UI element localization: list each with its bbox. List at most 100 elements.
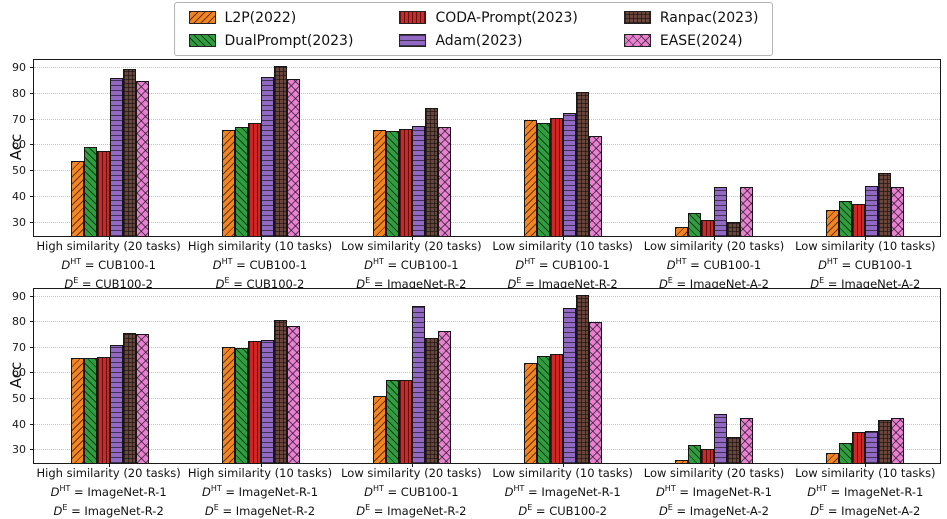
- y-tick-label: 50: [12, 164, 26, 178]
- x-tick-mark: [713, 236, 715, 240]
- bar: [838, 442, 852, 463]
- legend-item-l2p: L2P(2022): [188, 8, 354, 27]
- legend-item-dualprompt: DualPrompt(2023): [188, 31, 354, 50]
- bar: [549, 118, 563, 236]
- y-tick-label: 30: [12, 443, 26, 457]
- bar: [549, 354, 563, 463]
- legend-column-2: CODA-Prompt(2023) Adam(2023): [399, 8, 578, 50]
- legend-item-ease: EASE(2024): [623, 31, 759, 50]
- x-category-label: Low similarity (20 tasks) DHT = CUB100-1 D…: [336, 239, 487, 292]
- y-tick-mark: [30, 321, 34, 323]
- bar: [398, 379, 412, 463]
- bar: [726, 437, 740, 463]
- bar: [687, 445, 701, 463]
- x-axis-labels-top: High similarity (20 tasks) DHT = CUB100-1…: [33, 239, 941, 292]
- y-tick-label: 80: [12, 86, 26, 100]
- condition-label: Low similarity (10 tasks): [795, 239, 936, 253]
- bar: [575, 295, 589, 463]
- bar: [286, 326, 300, 463]
- gridline: [34, 449, 940, 451]
- y-tick-mark: [30, 346, 34, 348]
- y-tick-label: 90: [12, 60, 26, 74]
- x-tick-mark: [109, 236, 111, 240]
- bar: [83, 146, 97, 236]
- x-category-label: Low similarity (20 tasks) DHT = CUB100-1 D…: [336, 466, 487, 519]
- bar: [398, 128, 412, 236]
- bar-group: [336, 60, 487, 236]
- bar-group: [336, 289, 487, 463]
- bar: [260, 76, 274, 236]
- gridline: [34, 118, 940, 120]
- y-tick-mark: [30, 398, 34, 400]
- bar: [122, 332, 136, 463]
- legend-label: DualPrompt(2023): [224, 32, 354, 49]
- bar-groups: [34, 60, 940, 236]
- bar: [83, 358, 97, 463]
- bar: [122, 69, 136, 236]
- condition-label: High similarity (20 tasks): [36, 239, 181, 253]
- bar-group: [487, 289, 638, 463]
- bar-group: [34, 289, 185, 463]
- gridline: [34, 170, 940, 172]
- bar: [70, 160, 84, 236]
- x-category-label: Low similarity (10 tasks) DHT = CUB100-1 D…: [487, 239, 638, 292]
- gridline: [34, 92, 940, 94]
- bar: [234, 347, 248, 463]
- bar: [437, 331, 451, 463]
- x-category-label: Low similarity (20 tasks) DHT = CUB100-1 D…: [638, 239, 789, 292]
- bar: [700, 220, 714, 236]
- gridline: [34, 66, 940, 68]
- bar: [286, 79, 300, 236]
- x-tick-mark: [864, 236, 866, 240]
- x-tick-mark: [713, 463, 715, 467]
- legend-label: Adam(2023): [435, 32, 523, 49]
- condition-label: Low similarity (20 tasks): [643, 466, 785, 480]
- bar: [247, 123, 261, 236]
- y-tick-mark: [30, 196, 34, 198]
- bar: [273, 66, 287, 236]
- bar: [825, 452, 839, 463]
- x-tick-mark: [411, 463, 413, 467]
- de-dataset-label: DE = ImageNet-R-2: [356, 275, 467, 291]
- bar: [838, 201, 852, 236]
- condition-label: Low similarity (20 tasks): [341, 239, 482, 253]
- condition-label: Low similarity (10 tasks): [795, 466, 936, 480]
- dht-dataset-label: DHT = ImageNet-R-1: [504, 484, 621, 499]
- legend-label: Ranpac(2023): [659, 9, 759, 26]
- legend-item-ranpac: Ranpac(2023): [623, 8, 759, 27]
- bar-group: [638, 60, 789, 236]
- y-tick-mark: [30, 170, 34, 172]
- y-tick-mark: [30, 423, 34, 425]
- y-tick-label: 90: [12, 289, 26, 303]
- condition-label: High similarity (10 tasks): [187, 239, 333, 253]
- x-tick-mark: [260, 236, 262, 240]
- bar-group: [185, 289, 336, 463]
- bar: [385, 131, 399, 236]
- gridline: [34, 144, 940, 146]
- plot-area-top: 30 40 50 60 70 80 90: [12, 59, 941, 240]
- legend-column-1: L2P(2022) DualPrompt(2023): [188, 8, 354, 50]
- de-dataset-label: DE = ImageNet-A-2: [658, 275, 769, 291]
- dht-dataset-label: DHT = CUB100-1: [515, 257, 610, 272]
- y-tick-mark: [30, 372, 34, 374]
- x-tick-mark: [109, 463, 111, 467]
- bar: [851, 432, 865, 463]
- de-dataset-label: DE = ImageNet-R-2: [53, 502, 164, 518]
- bar: [273, 319, 287, 463]
- bar: [96, 356, 110, 463]
- y-tick-mark: [30, 144, 34, 146]
- bar: [726, 221, 740, 236]
- bar: [562, 113, 576, 236]
- adam-swatch-icon: [399, 34, 427, 47]
- dht-dataset-label: DHT = ImageNet-R-1: [807, 484, 924, 499]
- legend: L2P(2022) DualPrompt(2023) CODA-Prompt(2…: [173, 2, 774, 56]
- gridline: [34, 222, 940, 224]
- condition-label: Low similarity (20 tasks): [643, 239, 785, 253]
- de-dataset-label: DE = ImageNet-A-2: [810, 275, 921, 291]
- bar-group: [789, 60, 940, 236]
- bar: [109, 78, 123, 236]
- condition-label: Low similarity (10 tasks): [492, 239, 633, 253]
- bar: [372, 396, 386, 463]
- bar-group: [638, 289, 789, 463]
- bar: [221, 129, 235, 236]
